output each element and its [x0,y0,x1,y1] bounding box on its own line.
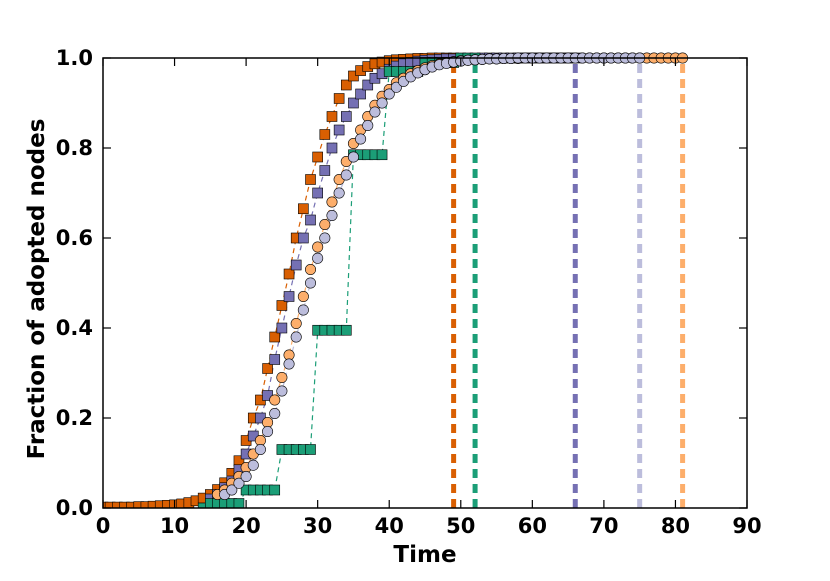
data-point [340,111,352,122]
data-point [333,187,345,199]
data-point [305,277,317,289]
data-point [269,354,281,365]
data-point [319,129,331,140]
data-point [233,477,245,489]
data-point [383,88,395,100]
data-point [276,385,288,397]
data-point [312,187,323,199]
data-point [362,120,374,132]
data-point [376,97,388,109]
x-tick-label: 80 [661,514,690,538]
x-tick-label: 90 [732,514,761,538]
data-point [226,484,238,496]
data-point [312,252,324,264]
data-point [333,124,345,136]
y-tick-label: 1.0 [56,46,93,70]
data-point [326,210,338,222]
x-tick-label: 40 [375,514,404,538]
y-tick-label: 0.8 [56,136,93,160]
data-point [362,79,374,91]
data-point [247,459,259,471]
data-point [340,324,352,336]
data-point [305,174,316,185]
data-point [333,93,345,104]
data-point [269,394,281,406]
x-tick-label: 60 [518,514,547,538]
data-point [305,214,316,226]
data-point [347,151,359,163]
data-point [269,484,281,496]
data-point [312,151,323,163]
data-point [326,111,338,122]
data-point [233,498,245,508]
data-point [326,196,338,208]
x-tick-label: 20 [231,514,260,538]
x-tick-label: 10 [160,514,189,538]
x-tick-label: 70 [589,514,618,538]
y-tick-label: 0.4 [56,316,93,340]
data-point [254,443,266,455]
x-tick-label: 50 [446,514,475,538]
data-point [290,317,302,329]
data-point [369,106,381,118]
data-point [240,470,252,482]
data-point [298,232,309,244]
plot-frame [102,57,748,509]
data-point [340,79,352,91]
data-point [297,290,309,302]
y-tick-label: 0.0 [56,496,93,520]
data-point [319,232,331,244]
series-0-markers [103,52,459,508]
data-point [276,300,288,311]
data-point [326,142,338,154]
data-point [262,363,273,374]
series-3-markers [211,52,689,500]
data-point [298,203,309,215]
data-point [305,263,317,275]
data-point [355,88,366,100]
data-point [262,425,274,437]
series-2-markers [197,52,481,508]
axis-ticks: 0 10 20 30 40 50 60 70 80 90 0.0 0.2 0.4 0.6 0.8 1.0 [56,46,762,538]
y-tick-label: 0.2 [56,406,93,430]
data-point [355,133,367,145]
data-point [197,502,209,508]
series-4-markers [219,52,646,500]
data-point [269,407,281,419]
plot-area [103,52,689,508]
data-point [376,149,388,161]
data-point [269,331,281,343]
data-point [290,259,302,271]
data-point [276,371,288,383]
data-point [297,304,309,316]
series-0-line [103,57,454,508]
data-point [290,331,302,343]
data-point [305,444,316,455]
data-point [276,322,288,334]
x-tick-label: 0 [96,514,111,538]
chart-marks [103,52,689,508]
data-point [283,268,295,280]
data-point [348,70,359,82]
y-tick-label: 0.6 [56,226,93,250]
data-point [319,219,331,231]
data-point [319,165,331,176]
data-point [283,291,295,302]
data-point [348,97,359,109]
data-point [283,358,295,370]
data-point [390,81,402,93]
x-tick-label: 30 [303,514,332,538]
data-point [340,169,352,181]
data-point [312,241,324,253]
x-axis-label: Time [393,542,456,568]
y-axis-label: Fraction of adopted nodes [24,119,50,460]
